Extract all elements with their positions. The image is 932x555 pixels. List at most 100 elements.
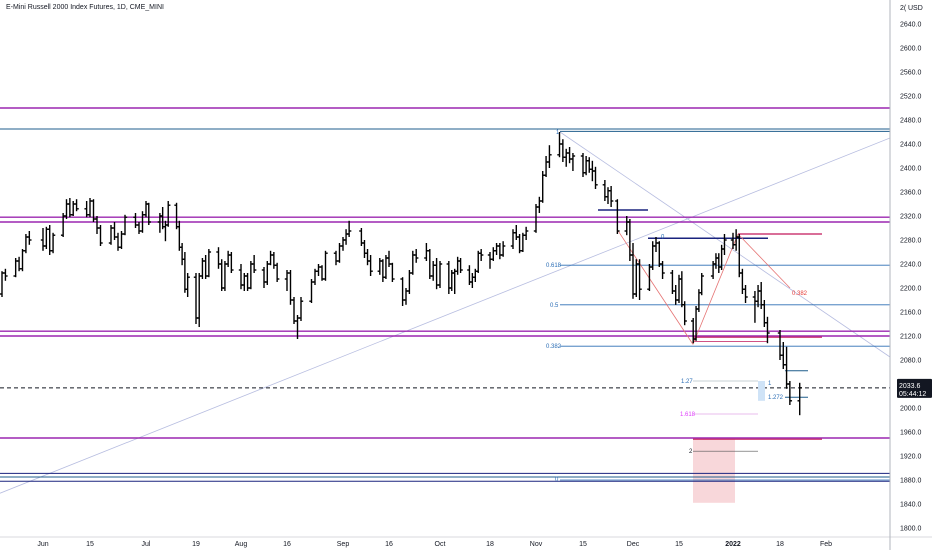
fib-label: 1 bbox=[768, 381, 772, 387]
ohlc-bar[interactable] bbox=[50, 232, 56, 254]
ohlc-bar[interactable] bbox=[206, 249, 212, 278]
x-tick-label: 15 bbox=[86, 541, 94, 548]
ohlc-bar[interactable] bbox=[251, 255, 257, 273]
currency-label: USD bbox=[908, 5, 923, 12]
fib-labels-layer: 1 0.618 0.5 0.382 0 0 0.382 1.27 1 1.272 1.618 2 bbox=[546, 130, 808, 483]
fib-label: 2 bbox=[689, 449, 693, 455]
ohlc-bar[interactable] bbox=[122, 214, 128, 236]
fib-label: 0.382 bbox=[546, 344, 562, 350]
ohlc-bar[interactable] bbox=[146, 202, 151, 225]
ohlc-bar[interactable] bbox=[323, 250, 328, 281]
x-tick-label: 15 bbox=[579, 541, 587, 548]
ohlc-bar[interactable] bbox=[797, 382, 802, 416]
time-axis[interactable]: Jun 15 Jul 19 Aug 16 Sep 16 Oct 18 Nov 15 Dec 15 2022 1… bbox=[37, 541, 832, 548]
y-tick-label: 2320.0 bbox=[900, 214, 922, 221]
ohlc-bar[interactable] bbox=[593, 166, 598, 189]
y-tick-label: 2520.0 bbox=[900, 94, 922, 101]
fib-label: 1 bbox=[556, 130, 560, 136]
y-tick-label: 2600.0 bbox=[900, 46, 922, 53]
projection-box bbox=[758, 381, 765, 401]
ohlc-bar[interactable] bbox=[74, 199, 79, 212]
ohlc-bar[interactable] bbox=[414, 249, 419, 263]
ohlc-bar[interactable] bbox=[682, 301, 687, 326]
y-tick-label: 2200.0 bbox=[900, 286, 922, 293]
ohlc-bar[interactable] bbox=[722, 234, 727, 255]
ohlc-bar[interactable] bbox=[3, 268, 8, 281]
red-swing-line-2 bbox=[692, 233, 739, 345]
ohlc-bar[interactable] bbox=[570, 153, 576, 171]
ohlc-bar[interactable] bbox=[368, 255, 373, 276]
ohlc-bar[interactable] bbox=[523, 226, 529, 240]
price-axis[interactable]: 1800.01840.01880.01920.01960.02000.02040… bbox=[900, 22, 922, 533]
price-tag-background bbox=[897, 378, 932, 398]
ohlc-bar[interactable] bbox=[743, 285, 748, 303]
y-tick-label: 1880.0 bbox=[900, 478, 922, 485]
y-tick-label: 2240.0 bbox=[900, 262, 922, 269]
ohlc-bar[interactable] bbox=[547, 145, 552, 168]
x-tick-label: 18 bbox=[486, 541, 494, 548]
x-tick-label: Sep bbox=[337, 541, 350, 548]
ohlc-bar[interactable] bbox=[500, 241, 506, 257]
y-tick-label: 2560.0 bbox=[900, 70, 922, 77]
y-tick-label: 1960.0 bbox=[900, 430, 922, 437]
drawing-lines-layer bbox=[0, 107, 891, 494]
ohlc-bar[interactable] bbox=[608, 186, 614, 207]
ohlc-bar[interactable] bbox=[458, 258, 463, 273]
y-tick-label: 2280.0 bbox=[900, 238, 922, 245]
y-tick-label: 1800.0 bbox=[900, 526, 922, 533]
x-tick-label: Jul bbox=[142, 541, 151, 548]
ohlc-bar[interactable] bbox=[274, 262, 280, 282]
y-tick-label: 2400.0 bbox=[900, 166, 922, 173]
fib-label: 0.382 bbox=[792, 291, 808, 297]
ohlc-bar[interactable] bbox=[765, 316, 770, 344]
ohlc-bar[interactable] bbox=[478, 249, 484, 261]
price-tag-value: 2033.6 bbox=[899, 383, 921, 390]
fib-label: 1.272 bbox=[768, 395, 784, 401]
x-tick-label: 16 bbox=[385, 541, 393, 548]
ohlc-bar[interactable] bbox=[346, 220, 352, 237]
x-tick-label: Feb bbox=[820, 541, 832, 548]
y-tick-label: 1840.0 bbox=[900, 502, 922, 509]
ohlc-bar[interactable] bbox=[27, 231, 32, 245]
x-tick-label: Oct bbox=[435, 541, 446, 548]
ohlc-bar[interactable] bbox=[660, 261, 665, 279]
fib-label: 1.618 bbox=[680, 412, 696, 418]
fib-label: 0 bbox=[661, 234, 665, 240]
current-price-tag: 2033.6 05:44:12 bbox=[897, 378, 932, 398]
x-tick-label: 15 bbox=[675, 541, 683, 548]
ohlc-bar[interactable] bbox=[298, 297, 304, 321]
y-tick-label: 2640.0 bbox=[900, 22, 922, 29]
y-tick-label: 2480.0 bbox=[900, 118, 922, 125]
ohlc-bar[interactable] bbox=[390, 262, 395, 282]
ohlc-bar[interactable] bbox=[699, 273, 704, 296]
fib-label: 0 bbox=[555, 477, 559, 483]
price-axis-top-label: 2( bbox=[900, 5, 907, 12]
y-tick-label: 2080.0 bbox=[900, 358, 922, 365]
target-zone-layer bbox=[693, 439, 735, 503]
ohlc-bar[interactable] bbox=[787, 381, 793, 405]
x-tick-label: Aug bbox=[235, 541, 248, 548]
x-tick-label: 2022 bbox=[725, 541, 741, 548]
x-tick-label: 19 bbox=[192, 541, 200, 548]
red-swing-line-3 bbox=[737, 233, 791, 289]
ohlc-bar[interactable] bbox=[615, 199, 620, 234]
x-tick-label: 18 bbox=[776, 541, 784, 548]
y-tick-label: 2120.0 bbox=[900, 334, 922, 341]
x-tick-label: Nov bbox=[530, 541, 543, 548]
ohlc-bar[interactable] bbox=[185, 273, 190, 297]
ohlc-bar[interactable] bbox=[637, 259, 642, 300]
x-tick-label: Jun bbox=[37, 541, 48, 548]
y-tick-label: 2000.0 bbox=[900, 406, 922, 413]
ohlc-bar[interactable] bbox=[229, 252, 234, 273]
rising-trend-line bbox=[0, 137, 891, 494]
ohlc-bars-layer[interactable] bbox=[0, 132, 802, 416]
chart-title: E-Mini Russell 2000 Index Futures, 1D, C… bbox=[6, 4, 164, 11]
fib-label: 0.618 bbox=[546, 263, 562, 269]
ohlc-bar[interactable] bbox=[98, 225, 103, 246]
x-tick-label: Dec bbox=[627, 541, 640, 548]
ohlc-bar[interactable] bbox=[166, 201, 171, 227]
ohlc-bar[interactable] bbox=[437, 261, 443, 288]
